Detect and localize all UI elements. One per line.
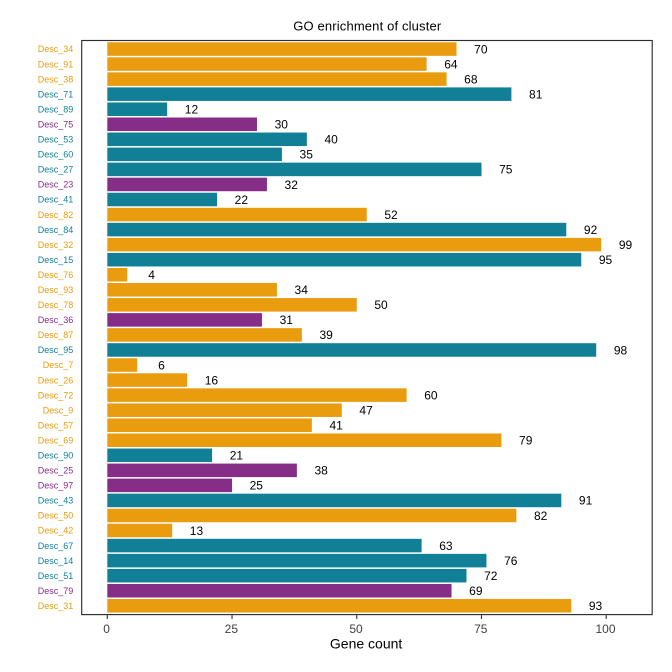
svg-text:Desc_71: Desc_71 xyxy=(38,89,74,99)
svg-text:Desc_95: Desc_95 xyxy=(38,345,74,355)
svg-text:72: 72 xyxy=(484,569,498,583)
svg-text:Desc_75: Desc_75 xyxy=(38,119,74,129)
svg-text:0: 0 xyxy=(103,622,110,636)
svg-text:100: 100 xyxy=(595,622,615,636)
svg-text:Desc_25: Desc_25 xyxy=(38,466,74,476)
svg-text:68: 68 xyxy=(464,72,478,86)
svg-text:Desc_32: Desc_32 xyxy=(38,240,74,250)
svg-text:Desc_72: Desc_72 xyxy=(38,390,74,400)
svg-text:GO enrichment of cluster: GO enrichment of cluster xyxy=(293,19,442,34)
svg-text:63: 63 xyxy=(439,539,453,553)
svg-text:50: 50 xyxy=(349,622,363,636)
svg-text:Desc_14: Desc_14 xyxy=(38,556,74,566)
svg-text:Desc_31: Desc_31 xyxy=(38,601,74,611)
svg-text:99: 99 xyxy=(619,238,633,252)
svg-text:Desc_9: Desc_9 xyxy=(43,405,74,415)
svg-text:Desc_91: Desc_91 xyxy=(38,59,74,69)
svg-text:Desc_67: Desc_67 xyxy=(38,541,74,551)
svg-text:75: 75 xyxy=(499,163,513,177)
svg-text:Desc_76: Desc_76 xyxy=(38,270,74,280)
svg-text:Desc_38: Desc_38 xyxy=(38,74,74,84)
svg-text:13: 13 xyxy=(190,524,204,538)
svg-text:95: 95 xyxy=(599,253,613,267)
svg-text:Desc_84: Desc_84 xyxy=(38,225,74,235)
svg-text:35: 35 xyxy=(300,148,314,162)
svg-text:Desc_41: Desc_41 xyxy=(38,195,74,205)
svg-text:60: 60 xyxy=(424,388,438,402)
svg-text:Desc_7: Desc_7 xyxy=(43,360,74,370)
svg-text:Desc_90: Desc_90 xyxy=(38,451,74,461)
svg-text:Desc_34: Desc_34 xyxy=(38,44,74,54)
svg-text:32: 32 xyxy=(285,178,299,192)
svg-text:Desc_53: Desc_53 xyxy=(38,135,74,145)
svg-text:16: 16 xyxy=(205,373,219,387)
svg-text:50: 50 xyxy=(374,298,388,312)
svg-text:6: 6 xyxy=(158,358,165,372)
svg-text:Gene count: Gene count xyxy=(330,636,402,652)
svg-text:31: 31 xyxy=(280,313,294,327)
svg-text:81: 81 xyxy=(529,87,543,101)
svg-text:21: 21 xyxy=(230,449,244,463)
svg-text:Desc_15: Desc_15 xyxy=(38,255,74,265)
svg-text:30: 30 xyxy=(275,118,289,132)
svg-text:79: 79 xyxy=(519,434,533,448)
svg-text:Desc_27: Desc_27 xyxy=(38,165,74,175)
svg-text:64: 64 xyxy=(444,57,458,71)
svg-text:Desc_42: Desc_42 xyxy=(38,526,74,536)
svg-text:93: 93 xyxy=(589,599,603,613)
svg-text:Desc_79: Desc_79 xyxy=(38,586,74,596)
svg-text:52: 52 xyxy=(384,208,398,222)
svg-text:Desc_69: Desc_69 xyxy=(38,435,74,445)
svg-text:Desc_50: Desc_50 xyxy=(38,511,74,521)
svg-text:47: 47 xyxy=(359,403,373,417)
svg-text:70: 70 xyxy=(474,42,488,56)
svg-text:25: 25 xyxy=(250,479,264,493)
svg-text:69: 69 xyxy=(469,584,483,598)
svg-text:39: 39 xyxy=(319,328,333,342)
svg-text:Desc_89: Desc_89 xyxy=(38,104,74,114)
svg-text:12: 12 xyxy=(185,103,199,117)
svg-text:25: 25 xyxy=(225,622,239,636)
svg-text:4: 4 xyxy=(148,268,155,282)
svg-text:76: 76 xyxy=(504,554,518,568)
svg-text:Desc_43: Desc_43 xyxy=(38,496,74,506)
svg-text:Desc_87: Desc_87 xyxy=(38,330,74,340)
svg-text:22: 22 xyxy=(235,193,249,207)
svg-text:41: 41 xyxy=(329,419,343,433)
svg-text:Desc_82: Desc_82 xyxy=(38,210,74,220)
svg-text:Desc_78: Desc_78 xyxy=(38,300,74,310)
svg-text:Desc_60: Desc_60 xyxy=(38,150,74,160)
svg-text:92: 92 xyxy=(584,223,598,237)
svg-text:91: 91 xyxy=(579,494,593,508)
svg-text:Desc_57: Desc_57 xyxy=(38,420,74,430)
svg-text:Desc_36: Desc_36 xyxy=(38,315,74,325)
svg-text:34: 34 xyxy=(295,283,309,297)
svg-text:98: 98 xyxy=(614,343,628,357)
svg-text:Desc_26: Desc_26 xyxy=(38,375,74,385)
svg-text:Desc_23: Desc_23 xyxy=(38,180,74,190)
svg-text:Desc_93: Desc_93 xyxy=(38,285,74,295)
svg-text:82: 82 xyxy=(534,509,548,523)
svg-text:Desc_51: Desc_51 xyxy=(38,571,74,581)
svg-text:40: 40 xyxy=(324,133,338,147)
svg-text:38: 38 xyxy=(315,464,329,478)
svg-text:Desc_97: Desc_97 xyxy=(38,481,74,491)
svg-text:75: 75 xyxy=(474,622,488,636)
